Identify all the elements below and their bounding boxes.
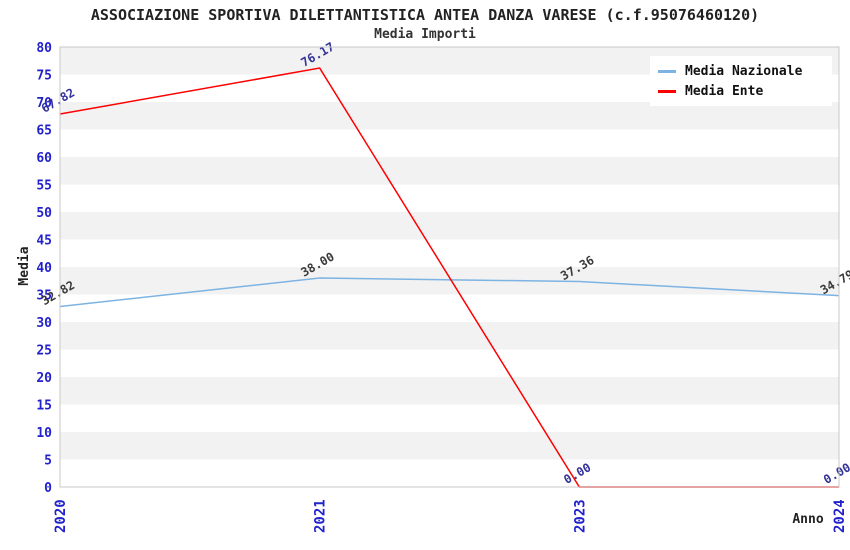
- y-tick-label: 40: [36, 261, 52, 276]
- x-tick-label: 2020: [53, 499, 69, 533]
- chart-subtitle: Media Importi: [374, 27, 476, 42]
- y-tick-label: 10: [36, 426, 52, 441]
- y-tick-label: 55: [36, 179, 52, 194]
- y-tick-label: 45: [36, 234, 52, 249]
- y-tick-label: 35: [36, 289, 52, 304]
- x-tick-label: 2021: [313, 499, 329, 533]
- y-tick-label: 25: [36, 344, 52, 359]
- grid-band: [60, 432, 839, 460]
- y-axis-title: Media: [17, 246, 32, 286]
- grid-band: [60, 102, 839, 130]
- grid-band: [60, 157, 839, 185]
- legend-item-media-ente: Media Ente: [658, 81, 824, 101]
- legend-label: Media Ente: [685, 83, 764, 99]
- chart-title: ASSOCIAZIONE SPORTIVA DILETTANTISTICA AN…: [90, 6, 760, 24]
- grid-band: [60, 322, 839, 350]
- series-line-media-nazionale: [59, 277, 840, 308]
- media-nazionale-line-swatch: [658, 69, 676, 73]
- y-tick-label: 65: [36, 124, 52, 139]
- legend: Media Nazionale Media Ente: [650, 56, 832, 106]
- grid-band: [60, 267, 839, 295]
- x-tick-label: 2023: [572, 499, 588, 533]
- y-tick-label: 60: [36, 151, 52, 166]
- y-tick-label: 50: [36, 206, 52, 221]
- x-tick-label: 2024: [832, 499, 848, 533]
- legend-label: Media Nazionale: [685, 63, 803, 79]
- y-tick-label: 30: [36, 316, 52, 331]
- plot-frame: [59, 46, 840, 488]
- y-tick-label: 75: [36, 69, 52, 84]
- y-tick-label: 0: [44, 481, 52, 496]
- y-tick-label: 80: [36, 41, 52, 56]
- legend-item-media-nazionale: Media Nazionale: [658, 61, 824, 81]
- media-ente-line-swatch: [658, 89, 676, 93]
- grid-band: [60, 212, 839, 240]
- y-tick-label: 70: [36, 96, 52, 111]
- y-tick-label: 15: [36, 399, 52, 414]
- grid-band: [60, 377, 839, 405]
- point-label: 32.82: [39, 278, 77, 308]
- point-label: 0.00: [821, 460, 850, 487]
- y-tick-label: 5: [44, 454, 52, 469]
- x-axis-title: Anno: [792, 512, 824, 527]
- y-tick-label: 20: [36, 371, 52, 386]
